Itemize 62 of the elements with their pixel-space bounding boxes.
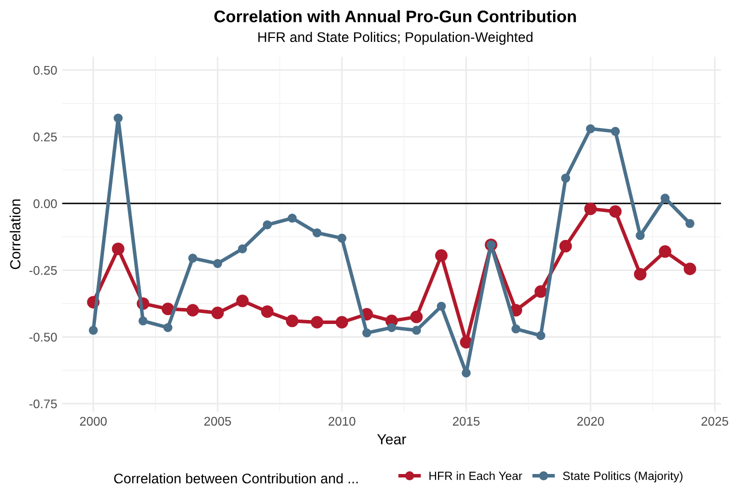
point <box>286 314 298 328</box>
point <box>410 310 423 324</box>
point <box>112 242 124 256</box>
point <box>435 249 448 262</box>
legend-label: HFR in Each Year <box>429 471 522 480</box>
chart-subtitle: HFR and State Politics; Population-Weighted <box>258 32 532 45</box>
y-tick-label: 0.25 <box>34 132 57 142</box>
point <box>436 302 446 311</box>
y-tick-label: 0.50 <box>34 66 57 75</box>
point <box>511 324 520 334</box>
point <box>387 323 396 332</box>
point <box>213 259 222 268</box>
point <box>660 194 670 203</box>
point <box>559 240 572 252</box>
point <box>312 228 322 238</box>
x-tick-label: 2000 <box>80 416 107 426</box>
point <box>262 220 272 230</box>
point <box>114 114 123 123</box>
point <box>162 302 174 316</box>
point <box>534 285 548 298</box>
point <box>462 368 471 378</box>
point <box>685 218 694 228</box>
point <box>684 262 696 276</box>
y-axis-title: Correlation <box>10 199 20 270</box>
point <box>362 328 372 338</box>
x-tick-label: 2005 <box>204 416 231 426</box>
y-tick-label: -0.25 <box>29 266 57 275</box>
point <box>584 202 597 216</box>
point <box>658 245 672 258</box>
y-tick-label: -0.75 <box>29 399 57 408</box>
point <box>460 336 472 349</box>
point <box>211 306 224 320</box>
chart-title: Correlation with Annual Pro-Gun Contribution <box>214 10 576 22</box>
point <box>261 305 274 318</box>
x-tick-label: 2020 <box>577 416 604 426</box>
legend-title: Correlation between Contribution and ... <box>114 473 358 484</box>
x-tick-label: 2010 <box>328 416 356 426</box>
y-tick-label: 0.00 <box>34 199 57 208</box>
point <box>238 244 247 254</box>
point <box>188 254 198 263</box>
point <box>138 316 148 326</box>
point <box>288 214 297 223</box>
x-tick-label: 2015 <box>452 416 480 426</box>
point <box>634 268 646 280</box>
point <box>609 205 622 218</box>
legend-label: State Politics (Majority) <box>563 471 682 482</box>
point <box>163 323 172 332</box>
point <box>186 304 199 316</box>
y-tick-label: -0.50 <box>29 332 57 342</box>
point <box>412 326 421 335</box>
point <box>586 124 596 134</box>
point <box>337 234 346 243</box>
point <box>336 316 348 328</box>
point <box>636 230 645 240</box>
x-axis-title: Year <box>377 434 406 444</box>
point <box>310 316 324 328</box>
x-tick-label: 2025 <box>702 416 728 426</box>
point <box>561 174 570 183</box>
point <box>236 294 249 308</box>
point <box>536 331 546 340</box>
point <box>88 326 98 335</box>
point <box>610 126 620 136</box>
